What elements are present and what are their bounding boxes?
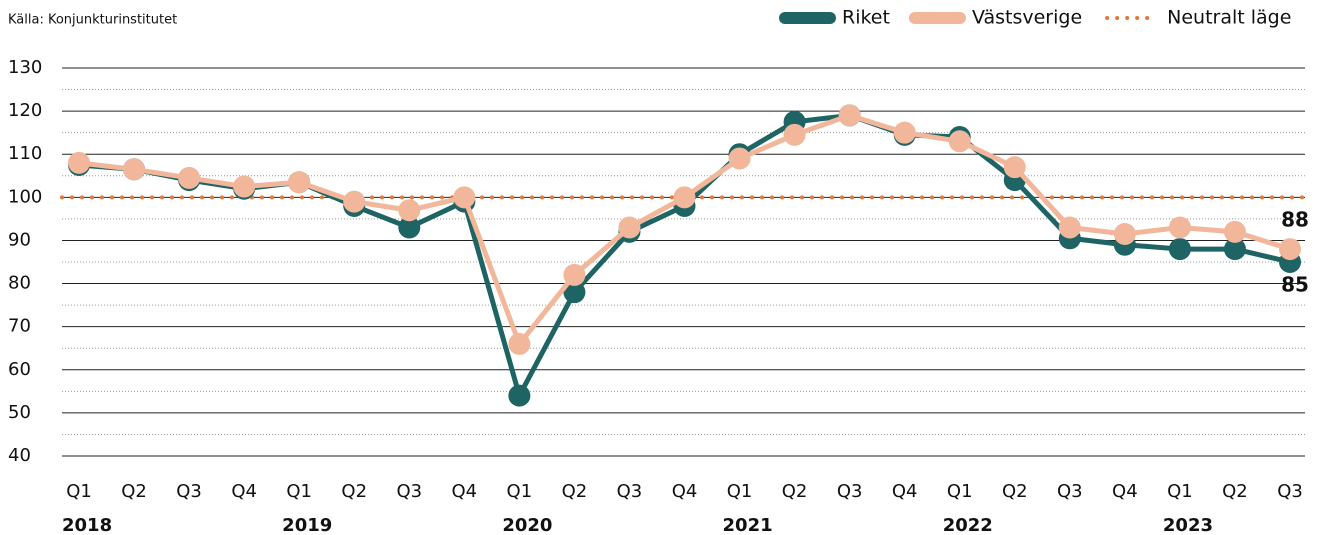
x-tick-label: Q3 <box>1057 481 1083 502</box>
x-tick-label: Q4 <box>231 481 257 502</box>
x-tick-label: Q2 <box>121 481 147 502</box>
point <box>893 121 916 144</box>
y-tick-label: 120 <box>8 100 42 121</box>
year-label: 2020 <box>502 515 552 535</box>
y-tick-label: 80 <box>8 273 31 294</box>
point <box>68 151 90 174</box>
x-tick-label: Q3 <box>396 481 422 502</box>
point <box>1168 238 1191 261</box>
x-tick-label: Q2 <box>782 481 808 502</box>
x-tick-label: Q1 <box>947 481 973 502</box>
x-tick-label: Q4 <box>892 481 918 502</box>
y-tick-label: 110 <box>8 143 42 164</box>
point <box>288 171 311 194</box>
year-label: 2023 <box>1163 515 1213 535</box>
x-tick-label: Q3 <box>837 481 863 502</box>
x-tick-label: Q2 <box>1222 481 1248 502</box>
x-tick-label: Q3 <box>176 481 202 502</box>
y-tick-label: 40 <box>8 445 31 466</box>
point <box>1223 220 1246 243</box>
y-tick-label: 90 <box>8 229 31 250</box>
x-tick-label: Q1 <box>1167 481 1193 502</box>
x-tick-label: Q1 <box>66 481 92 502</box>
year-label: 2022 <box>943 515 993 535</box>
point <box>398 216 421 239</box>
y-tick-label: 60 <box>8 359 31 380</box>
point <box>1223 238 1246 261</box>
y-tick-label: 50 <box>8 402 31 423</box>
x-tick-label: Q2 <box>562 481 588 502</box>
point <box>1113 222 1136 245</box>
series-line <box>78 112 1291 399</box>
series <box>68 104 1301 407</box>
series <box>68 104 1301 355</box>
x-tick-label: Q1 <box>507 481 533 502</box>
x-tick-label: Q1 <box>727 481 753 502</box>
year-label: 2021 <box>723 515 773 535</box>
x-tick-label: Q4 <box>672 481 698 502</box>
point <box>398 199 421 222</box>
legend-label: Västsverige <box>972 7 1082 29</box>
point <box>673 186 696 209</box>
point <box>233 175 256 198</box>
year-label: 2019 <box>282 515 332 535</box>
series-line <box>78 112 1291 347</box>
source: Källa: Konjunkturinstitutet <box>8 13 177 28</box>
end-label: 88 <box>1281 208 1309 232</box>
x-tick-label: Q3 <box>1277 481 1303 502</box>
x-tick-label: Q2 <box>1002 481 1028 502</box>
point <box>783 123 806 146</box>
point <box>123 158 146 181</box>
point <box>508 332 531 355</box>
x-tick-label: Q1 <box>286 481 312 502</box>
point <box>728 147 751 170</box>
end-label: 85 <box>1281 273 1309 297</box>
point <box>1168 216 1191 239</box>
point <box>1003 156 1026 179</box>
x-tick-label: Q4 <box>452 481 478 502</box>
point <box>618 216 641 239</box>
legend-label: Riket <box>842 7 890 29</box>
x-tick-label: Q4 <box>1112 481 1138 502</box>
y-tick-label: 70 <box>8 316 31 337</box>
legend-label: Neutralt läge <box>1167 7 1291 29</box>
point <box>563 281 586 304</box>
point <box>343 190 366 213</box>
point <box>508 384 531 407</box>
point <box>453 186 476 209</box>
point <box>1279 238 1301 261</box>
point <box>838 104 861 127</box>
y-tick-label: 100 <box>8 186 42 207</box>
year-label: 2018 <box>62 515 112 535</box>
point <box>948 130 971 153</box>
point <box>1058 216 1081 239</box>
x-tick-label: Q3 <box>617 481 643 502</box>
point <box>178 166 201 189</box>
y-tick-label: 130 <box>8 57 42 78</box>
point <box>563 263 586 286</box>
x-tick-label: Q2 <box>341 481 367 502</box>
